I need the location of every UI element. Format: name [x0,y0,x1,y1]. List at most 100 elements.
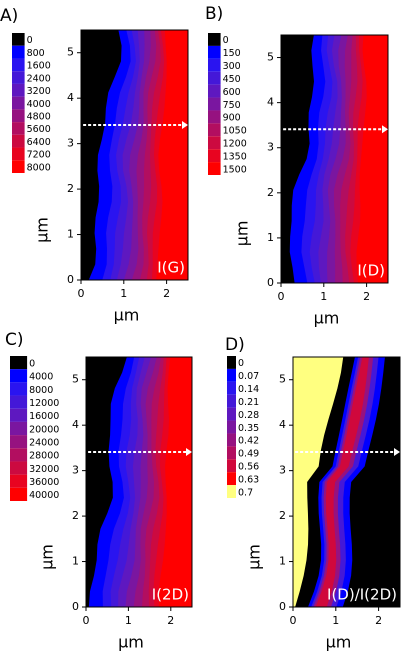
scan-arrow [382,125,388,134]
x-axis-label: μm [326,633,352,652]
colorbar-swatch [12,96,25,110]
x-tick-label: 0 [278,290,285,303]
x-axis-label: μm [314,309,340,328]
colorbar-swatch [208,136,221,150]
colorbar-swatch [12,33,25,46]
colorbar-swatch [12,134,25,148]
y-tick-label: 4 [267,96,274,109]
x-tick-label: 2 [167,614,174,627]
y-tick-label: 0 [267,276,274,289]
colorbar-label: 800 [27,48,45,59]
colorbar-swatch [12,58,25,72]
colorbar-label: 1500 [223,164,247,175]
x-tick-label: 1 [125,614,132,627]
y-tick-label: 1 [267,231,274,244]
colorbar-swatch [12,83,25,97]
y-tick-label: 4 [279,418,286,431]
colorbar-label: 8000 [29,385,53,396]
colorbar-swatch [10,356,28,370]
colorbar-label: 600 [223,87,241,98]
y-tick-label: 5 [67,46,74,59]
colorbar-swatch [227,446,236,460]
y-axis-label: μm [38,544,57,570]
colorbar-label: 1600 [27,61,51,72]
colorbar-label: 20000 [29,424,59,435]
y-tick-label: 3 [279,464,286,477]
colorbar-label: 0.63 [238,474,259,485]
panel-label: D) [225,335,245,355]
colorbar-label: 0.42 [238,436,259,447]
colorbar-swatch [227,472,236,486]
colorbar-label: 12000 [29,398,59,409]
colorbar-swatch [10,382,28,396]
colorbar-label: 24000 [29,438,59,449]
colorbar-label: 0.7 [238,487,253,498]
colorbar-label: 8000 [27,162,51,173]
colorbar-label: 3200 [27,86,51,97]
colorbar-swatch [208,71,221,85]
contour-band [315,357,369,607]
colorbar-swatch [208,162,221,175]
colorbar-label: 16000 [29,411,59,422]
colorbar-swatch [10,369,28,383]
colorbar-swatch [227,394,236,408]
colorbar-label: 36000 [29,477,59,488]
x-tick-label: 0 [290,614,297,627]
map-annotation: I(D) [357,262,385,280]
y-tick-label: 0 [67,273,74,286]
colorbar-label: 300 [223,61,241,72]
colorbar-label: 1350 [223,151,247,162]
colorbar-label: 1050 [223,126,247,137]
colorbar-swatch [12,109,25,123]
x-axis-label: μm [118,633,144,652]
colorbar-swatch [208,123,221,137]
y-tick-label: 2 [72,509,79,522]
y-tick-label: 3 [267,141,274,154]
colorbar-label: 1200 [223,139,247,150]
x-tick-label: 1 [332,614,339,627]
colorbar-label: 0.35 [238,423,259,434]
colorbar-swatch [10,474,28,488]
y-tick-label: 5 [72,373,79,386]
colorbar-swatch [208,58,221,72]
map-annotation: I(D)/I(2D) [327,586,397,604]
colorbar-label: 2400 [27,73,51,84]
colorbar-swatch [208,110,221,124]
colorbar-swatch [227,485,236,498]
colorbar-swatch [10,448,28,462]
colorbar-swatch [12,122,25,135]
colorbar-label: 900 [223,113,241,124]
y-tick-label: 0 [72,600,79,613]
colorbar-label: 4000 [29,372,53,383]
colorbar-label: 0 [238,358,244,369]
colorbar-label: 32000 [29,464,59,475]
x-tick-label: 1 [120,287,127,300]
colorbar-swatch [208,45,221,59]
y-tick-label: 1 [72,555,79,568]
plot-frame [292,356,401,608]
colorbar-label: 0.28 [238,410,259,421]
map-annotation: I(G) [157,259,185,277]
colorbar-swatch [227,407,236,421]
colorbar-swatch [12,160,25,173]
colorbar-label: 4000 [27,99,51,110]
scan-arrow [394,448,400,456]
colorbar-swatch [227,368,236,382]
colorbar-label: 0.14 [238,384,259,395]
y-tick-label: 1 [67,228,74,241]
x-tick-label: 2 [375,614,382,627]
colorbar-label: 0 [29,358,35,369]
x-tick-label: 0 [83,614,90,627]
y-axis-label: μm [233,221,252,247]
colorbar-swatch [12,45,25,59]
colorbar-swatch [227,356,236,369]
colorbar-label: 28000 [29,451,59,462]
contour-band [293,357,344,607]
colorbar-swatch [10,421,28,436]
contour-band [158,357,192,607]
y-tick-label: 5 [267,51,274,64]
map-annotation: I(2D) [152,586,189,604]
x-tick-label: 2 [363,290,370,303]
colorbar-swatch [208,97,221,111]
